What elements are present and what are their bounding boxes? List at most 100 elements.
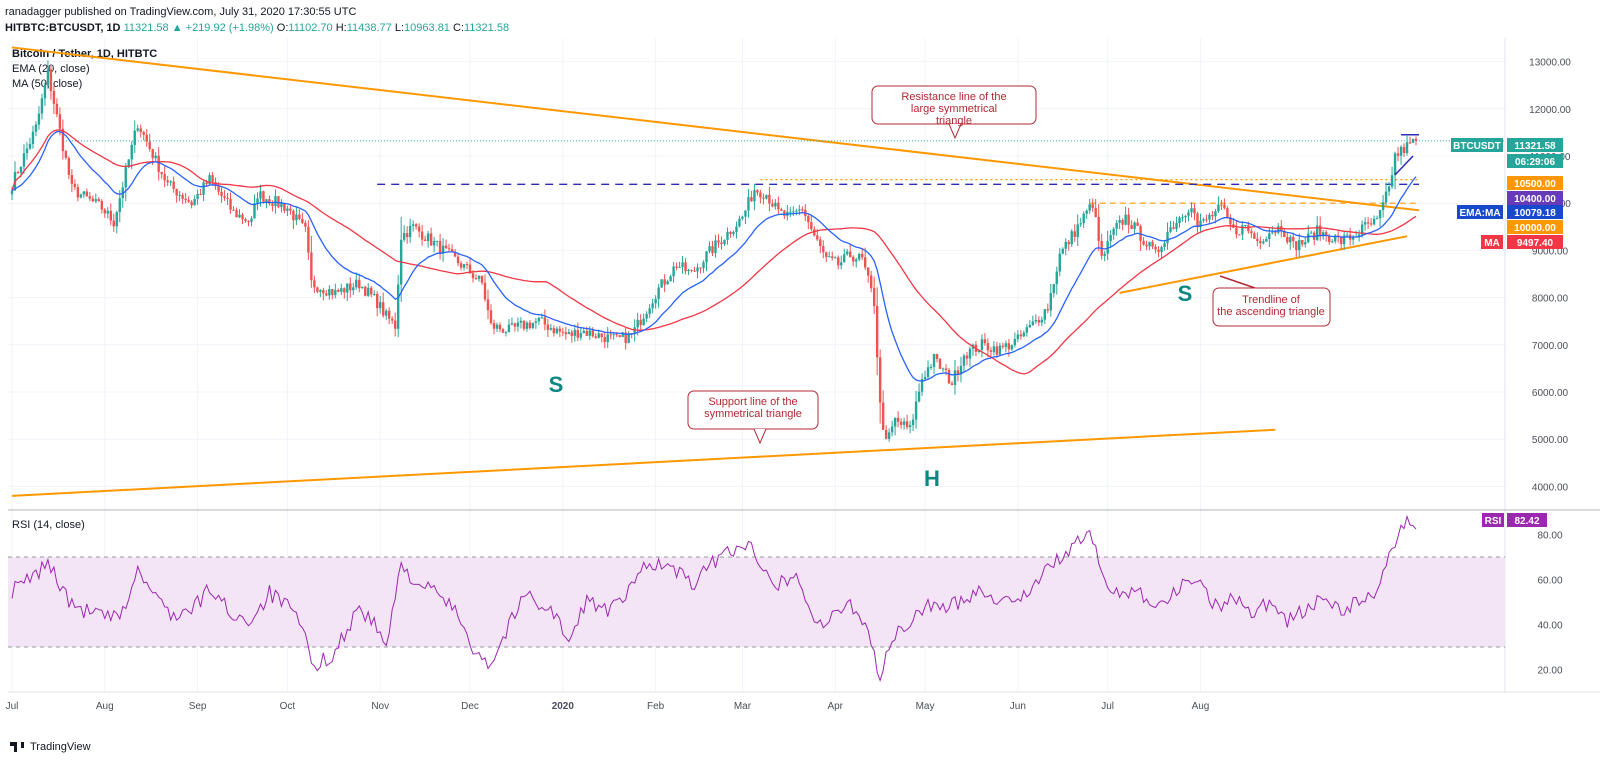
candle: [450, 244, 454, 253]
price-tick-5: 8000.00: [1532, 294, 1569, 305]
candle: [917, 383, 921, 403]
candle: [316, 286, 319, 294]
ema-20-line: [11, 130, 1417, 382]
candle: [61, 119, 65, 160]
candle: [938, 357, 942, 370]
time-tick-8: Mar: [734, 701, 752, 712]
candle: [774, 199, 777, 210]
price-label-1: 06:29:06: [1507, 154, 1563, 168]
candle: [1208, 212, 1211, 225]
candle: [37, 106, 41, 130]
candle: [1100, 233, 1103, 260]
candle: [705, 251, 708, 272]
candle: [196, 189, 199, 205]
candle: [235, 207, 238, 218]
candle: [390, 316, 394, 325]
candle: [1154, 244, 1157, 254]
candle: [393, 312, 397, 337]
candle: [762, 193, 765, 205]
open-value: 11102.70: [288, 22, 333, 34]
candle: [1190, 202, 1193, 218]
candle: [334, 283, 337, 299]
candle: [1402, 143, 1406, 157]
candle: [1292, 232, 1295, 248]
support-annotation-text: symmetrical triangle: [704, 408, 802, 420]
candle: [660, 279, 663, 288]
candle: [711, 240, 714, 257]
candle: [1031, 315, 1035, 327]
candle: [70, 169, 74, 192]
candle: [881, 390, 885, 430]
candle: [289, 204, 292, 215]
ma-50-line: [11, 129, 1417, 375]
candle: [932, 353, 936, 375]
candle: [142, 130, 145, 141]
candle: [1160, 245, 1163, 259]
candle: [1310, 230, 1313, 234]
candle: [594, 333, 597, 339]
candle: [750, 191, 753, 202]
candle: [313, 275, 316, 294]
candle: [253, 194, 256, 219]
candle: [1082, 211, 1085, 228]
candle: [561, 327, 565, 337]
candle: [1052, 283, 1055, 298]
candle: [684, 258, 687, 275]
candle: [1157, 246, 1160, 258]
candle: [1369, 218, 1373, 227]
candle: [1067, 239, 1070, 251]
candle: [1127, 207, 1130, 234]
candle: [1357, 229, 1361, 242]
price-tick-1: 12000.00: [1529, 105, 1571, 116]
candle: [780, 207, 783, 212]
candle: [579, 327, 582, 341]
brand-name[interactable]: TradingView: [30, 741, 91, 753]
candle: [840, 255, 843, 270]
candle: [735, 221, 738, 239]
candle: [654, 295, 657, 309]
candle: [1043, 309, 1046, 324]
candle: [920, 373, 924, 396]
close-label: C:: [453, 22, 464, 34]
price-label-value: 9497.40: [1517, 238, 1554, 249]
resistance-line: [11, 46, 1420, 212]
candle: [765, 194, 768, 200]
drawing-overlays: [1394, 134, 1419, 176]
candle: [304, 220, 307, 232]
resistance-annotation-text: triangle: [936, 115, 972, 127]
candle: [1393, 151, 1397, 190]
price-label-6: MA 9497.40: [1481, 235, 1563, 249]
candle: [1136, 218, 1139, 227]
candle: [1399, 145, 1403, 165]
candle: [941, 367, 945, 373]
candle: [247, 220, 250, 227]
candle: [950, 380, 954, 386]
candle: [1205, 214, 1208, 223]
candle: [1295, 240, 1298, 258]
candle: [429, 227, 433, 246]
ascending-trendline: [1119, 235, 1408, 294]
candle: [1408, 136, 1412, 144]
candle: [115, 210, 118, 234]
candle: [935, 353, 939, 363]
low-label: L:: [394, 22, 405, 34]
candle: [1289, 234, 1292, 250]
candle: [1238, 234, 1241, 236]
candle: [887, 428, 891, 442]
price-tick-6: 7000.00: [1532, 341, 1569, 352]
price-label-value: 06:29:06: [1515, 157, 1555, 168]
candle: [537, 316, 541, 325]
candle: [355, 272, 358, 290]
high-label: H:: [335, 22, 347, 34]
candle: [1151, 239, 1154, 250]
candle: [25, 142, 29, 160]
symbol-label[interactable]: HITBTC:BTCUSDT, 1D: [5, 22, 121, 34]
candle: [639, 314, 642, 330]
resistance-annotation-text: Resistance line of the: [901, 91, 1006, 103]
candle: [1250, 228, 1253, 238]
candle: [1283, 228, 1286, 238]
candle: [411, 220, 415, 232]
